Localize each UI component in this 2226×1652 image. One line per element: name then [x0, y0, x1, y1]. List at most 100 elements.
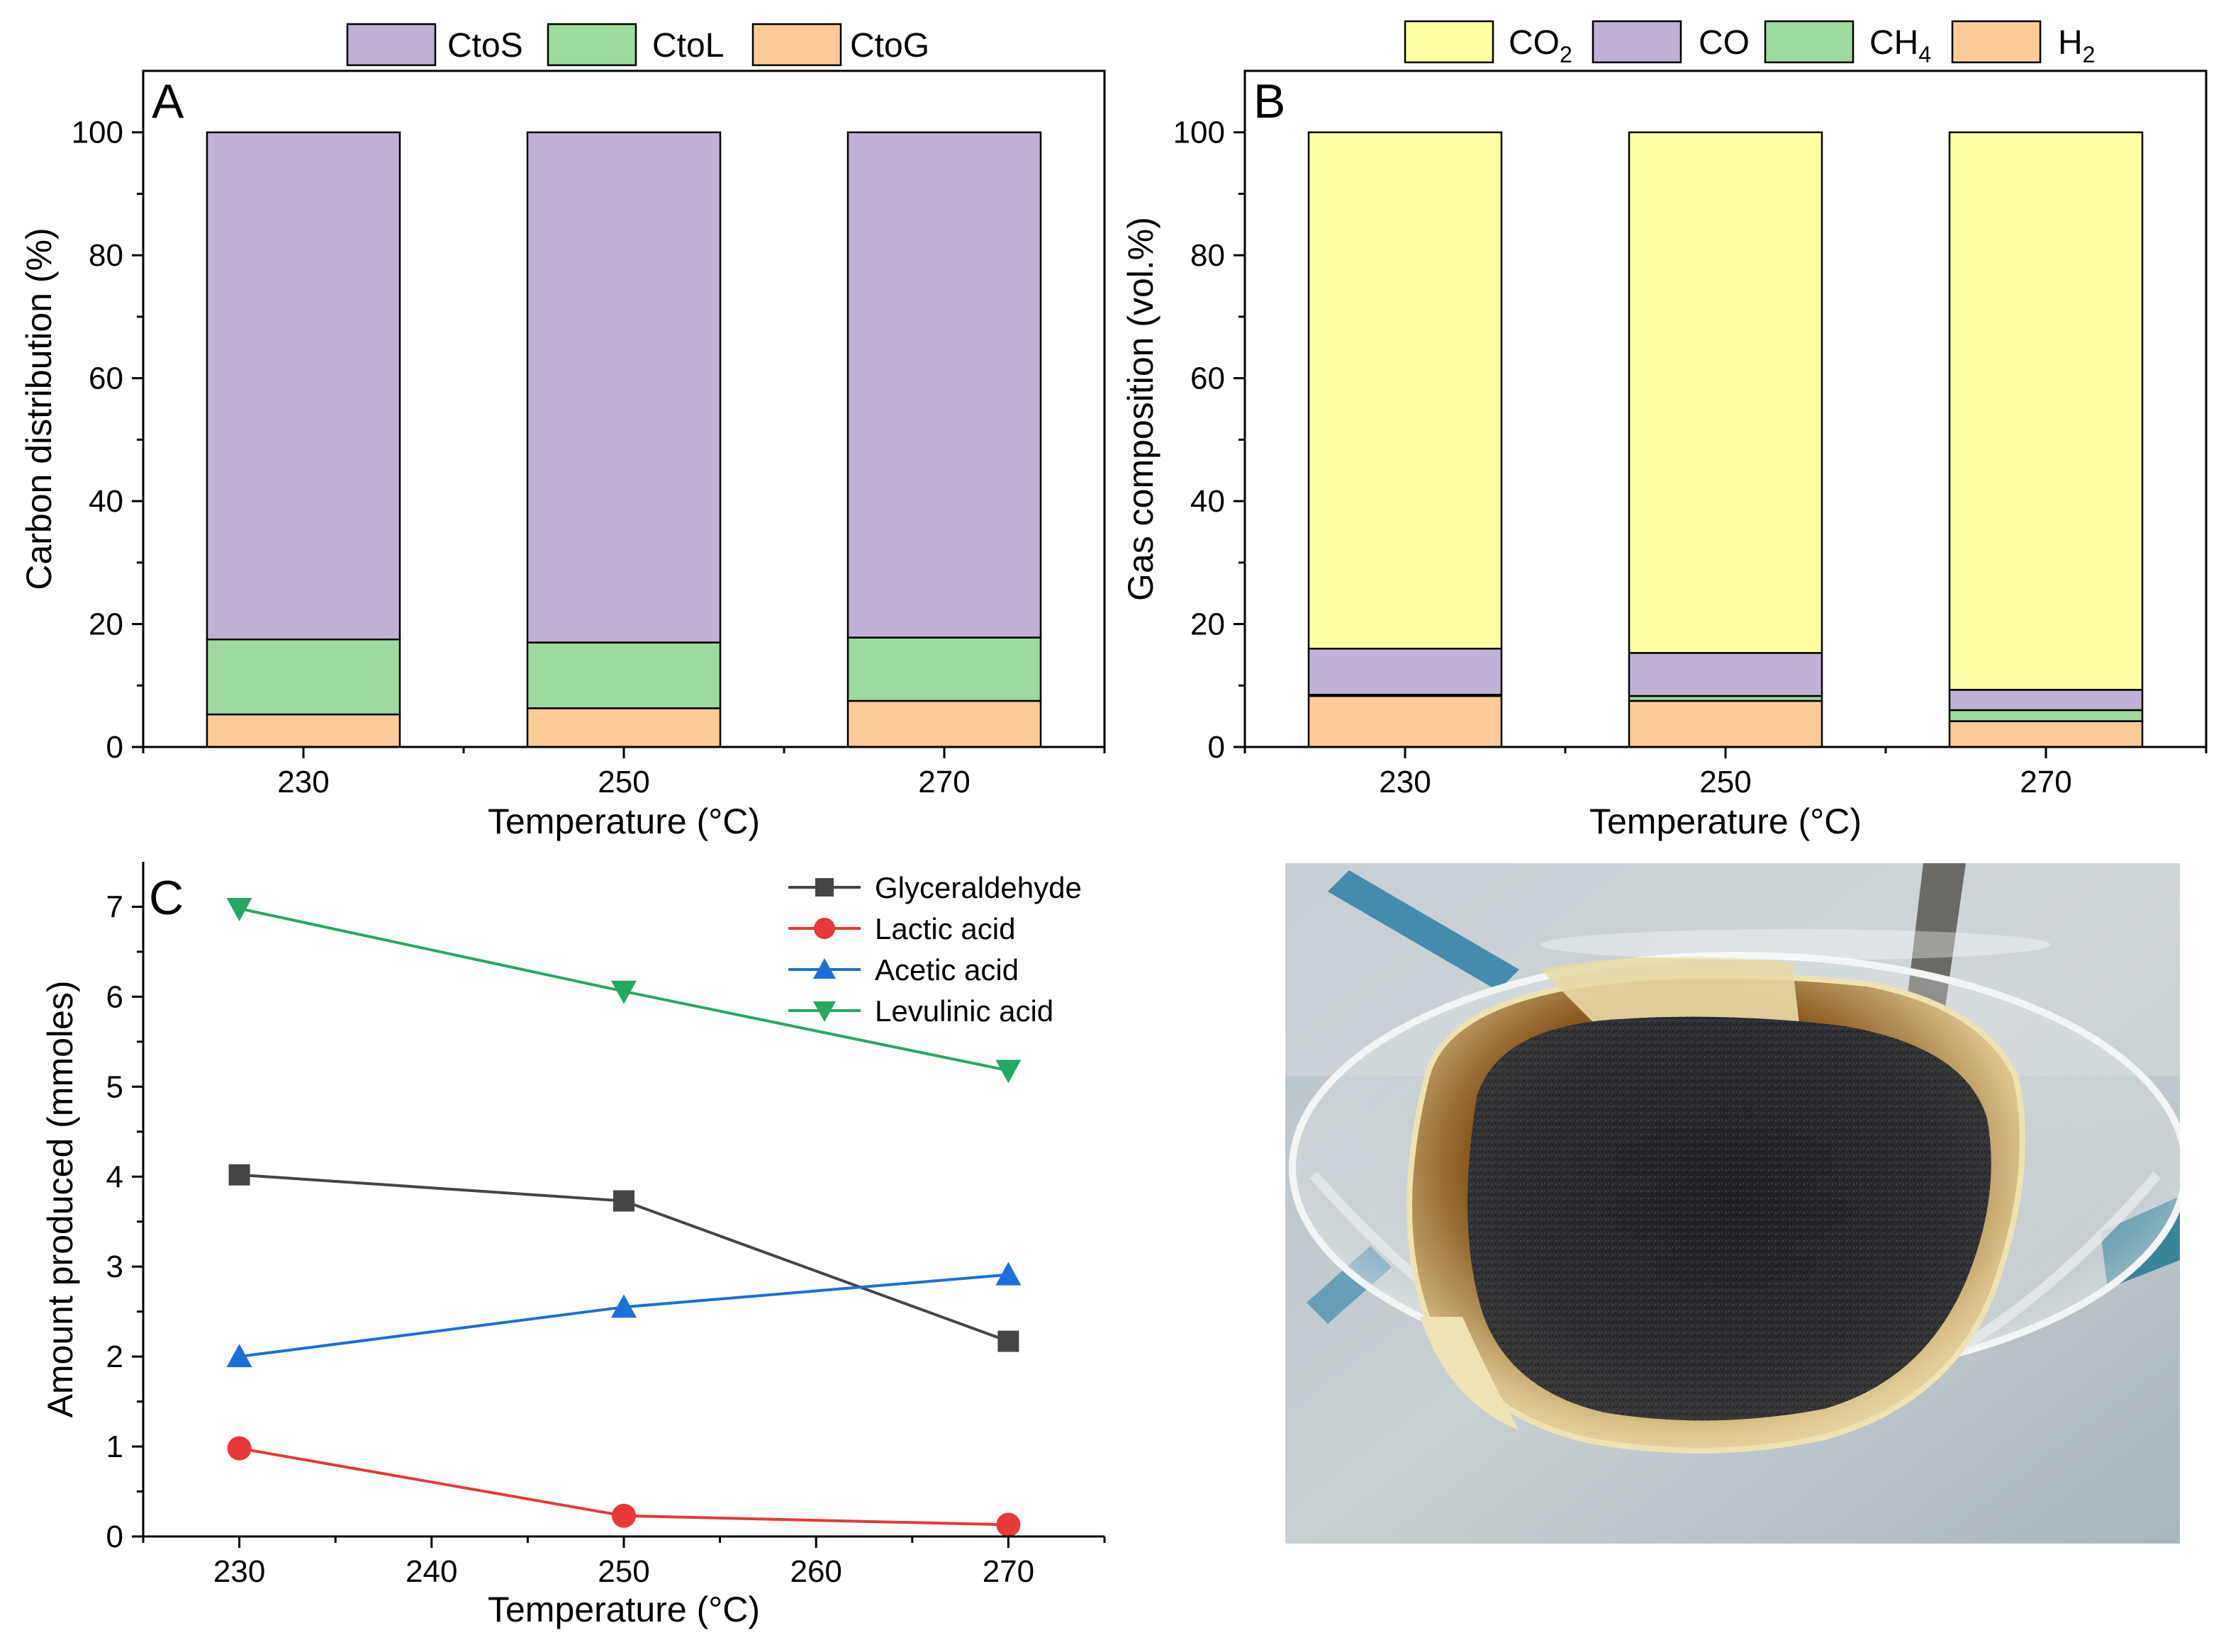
- y-tick-label: 6: [106, 979, 123, 1014]
- x-tick-label: 250: [1699, 765, 1751, 799]
- y-axis-label: Gas composition (vol.%): [1121, 217, 1160, 601]
- panel-label: C: [149, 871, 184, 925]
- y-tick-label: 40: [1190, 484, 1225, 519]
- bar-co-250: [1628, 652, 1823, 697]
- bar-co2-250: [1628, 131, 1823, 654]
- point-acetic-acid-250: [611, 1294, 637, 1318]
- bar-ctog-250: [526, 707, 722, 748]
- y-tick-label: 60: [1190, 361, 1225, 396]
- legend-label-ctog: CtoG: [850, 27, 929, 64]
- bar-ctos-250: [526, 131, 722, 644]
- bar-ctos-230: [206, 131, 401, 641]
- point-levulinic-acid-230: [226, 898, 252, 922]
- legend-swatch-ctog: [751, 23, 842, 67]
- y-tick-label: 2: [106, 1339, 123, 1374]
- legend-marker-acetic-acid: [813, 958, 836, 979]
- x-tick-label: 260: [790, 1554, 841, 1589]
- x-tick-label: 230: [277, 765, 329, 799]
- bar-co2-270: [1948, 131, 2144, 691]
- point-acetic-acid-230: [226, 1344, 252, 1368]
- legend-label-ctos: CtoS: [447, 27, 523, 64]
- x-axis-label: Temperature (°C): [488, 802, 760, 841]
- y-tick-label: 20: [1190, 607, 1225, 642]
- panel-label: A: [152, 74, 184, 128]
- legend-label-co: CO: [1699, 24, 1750, 62]
- y-tick-label: 80: [89, 238, 123, 273]
- bar-ctog-230: [206, 713, 401, 748]
- legend-swatch-co: [1592, 20, 1682, 64]
- x-tick-label: 250: [598, 1554, 649, 1589]
- x-tick-label: 270: [2020, 765, 2071, 799]
- plot-frame: [142, 69, 1106, 748]
- legend-label-levulinic-acid: Levulinic acid: [875, 994, 1053, 1028]
- legend-label-h2: H2: [2058, 24, 2095, 67]
- y-tick-label: 100: [1173, 116, 1225, 150]
- point-glyceraldehyde-270: [997, 1330, 1019, 1352]
- y-tick-label: 3: [106, 1249, 123, 1284]
- bar-ctol-270: [846, 636, 1042, 702]
- point-glyceraldehyde-230: [228, 1164, 250, 1186]
- y-tick-label: 0: [106, 730, 123, 765]
- bar-co-270: [1948, 689, 2144, 712]
- x-axis-label: Temperature (°C): [488, 1590, 760, 1629]
- point-levulinic-acid-270: [995, 1060, 1022, 1084]
- point-acetic-acid-270: [995, 1262, 1022, 1286]
- point-lactic-acid-230: [227, 1436, 252, 1461]
- bar-ctol-250: [526, 641, 722, 709]
- point-glyceraldehyde-250: [613, 1190, 634, 1212]
- bar-co2-230: [1307, 131, 1503, 650]
- point-lactic-acid-270: [996, 1512, 1021, 1537]
- residue-photo: [1285, 863, 2180, 1544]
- y-tick-label: 0: [106, 1519, 123, 1554]
- bar-ch4-270: [1948, 709, 2144, 722]
- y-tick-label: 60: [89, 361, 123, 396]
- y-tick-label: 5: [106, 1069, 123, 1104]
- panel-label: B: [1253, 74, 1285, 128]
- bar-co-230: [1307, 647, 1503, 696]
- y-tick-label: 4: [106, 1159, 123, 1194]
- legend-swatch-ctos: [346, 23, 437, 67]
- y-tick-label: 7: [106, 889, 123, 924]
- legend-label-glyceraldehyde: Glyceraldehyde: [875, 871, 1082, 904]
- x-tick-label: 250: [598, 765, 649, 799]
- bar-ctos-270: [846, 131, 1042, 639]
- point-lactic-acid-250: [612, 1503, 636, 1528]
- plot-frame: [1243, 69, 2208, 748]
- panel-b: 230 250 270 0 20 40 60 80 100 Temperature (°C) Gas…: [1121, 20, 2208, 841]
- y-tick-label: 80: [1190, 238, 1225, 273]
- y-axis-label: Amount produced (mmoles): [40, 981, 80, 1418]
- legend-swatch-h2: [1951, 20, 2042, 64]
- legend-marker-glyceraldehyde: [815, 878, 834, 897]
- y-axis-label: Carbon distribution (%): [19, 227, 59, 590]
- bar-ctog-270: [846, 699, 1042, 748]
- legend-marker-levulinic-acid: [813, 1001, 836, 1022]
- legend-label-ctol: CtoL: [652, 27, 724, 64]
- legend-swatch-co2: [1404, 20, 1494, 64]
- point-levulinic-acid-250: [611, 980, 637, 1004]
- x-tick-label: 270: [983, 1554, 1034, 1589]
- legend-label-ch4: CH4: [1869, 24, 1931, 67]
- y-tick-label: 0: [1208, 730, 1225, 765]
- y-tick-label: 1: [106, 1429, 123, 1464]
- y-tick-label: 20: [89, 607, 123, 642]
- x-axis-label: Temperature (°C): [1589, 802, 1862, 841]
- y-tick-label: 100: [72, 116, 123, 150]
- legend-label-acetic-acid: Acetic acid: [875, 953, 1019, 987]
- x-tick-label: 270: [918, 765, 970, 799]
- x-tick-label: 230: [1379, 765, 1431, 799]
- x-tick-label: 240: [406, 1554, 457, 1589]
- legend-marker-lactic-acid: [814, 918, 835, 939]
- legend-label-co2: CO2: [1509, 24, 1572, 67]
- legend-swatch-ctol: [547, 23, 637, 67]
- bar-h2-270: [1948, 720, 2144, 748]
- y-tick-label: 40: [89, 484, 123, 519]
- legend-label-lactic-acid: Lactic acid: [875, 912, 1015, 945]
- legend-swatch-ch4: [1764, 20, 1855, 64]
- bar-h2-230: [1307, 695, 1503, 748]
- panel-c: 230 240 250 260 270 0 1 2 3 4 5 6 7 Temperature (°C) A…: [40, 862, 1106, 1629]
- bar-h2-250: [1628, 699, 1823, 748]
- panel-a: 230 250 270 0 20 40 60 80 100 Temperature (°C) Car…: [19, 23, 1106, 841]
- bar-ctol-230: [206, 638, 401, 716]
- x-tick-label: 230: [213, 1554, 265, 1589]
